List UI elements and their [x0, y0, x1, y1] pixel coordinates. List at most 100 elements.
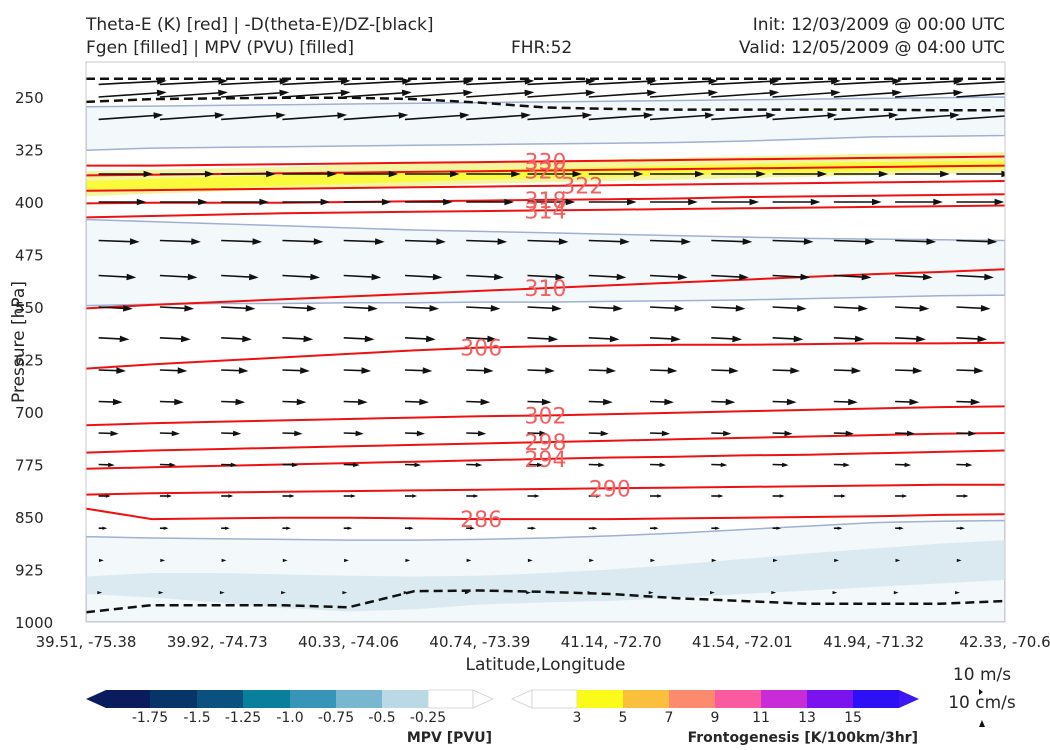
wind-vector-head [592, 526, 598, 530]
wind-vector-head [219, 591, 225, 595]
wind-vector-head [156, 89, 167, 97]
y-tick-label: 625 [15, 352, 44, 370]
wind-vector-head [136, 198, 147, 206]
fgen-colorbar-label: Frontogenesis [K/100km/3hr] [688, 730, 918, 746]
theta-e-contour-label: 298 [525, 431, 567, 456]
fgen-colorbar-segment [715, 690, 761, 708]
y-tick-label: 700 [15, 404, 44, 422]
wind-vector-head [723, 430, 732, 437]
wind-vector-head [598, 462, 605, 468]
wind-vector-head [980, 305, 991, 312]
wind-key-horizontal-label: 10 m/s [953, 665, 1011, 685]
wind-vector-head [402, 78, 412, 85]
wind-vector-head [463, 89, 473, 97]
wind-vector-shaft [527, 80, 593, 86]
wind-vector-head [1001, 170, 1005, 178]
wind-vector-head [790, 367, 800, 374]
wind-vector-head [708, 89, 719, 97]
wind-vector-head [732, 335, 743, 343]
wind-vector-shaft [956, 81, 1005, 86]
wind-vector-head [779, 494, 785, 498]
wind-vector-head [974, 367, 984, 374]
wind-vector-head [487, 335, 497, 343]
mpv-fill-layer [86, 96, 1005, 622]
wind-vector-head [904, 462, 912, 468]
wind-vector-head [984, 273, 994, 281]
plot-frame [85, 61, 1006, 623]
wind-vector-head [536, 462, 544, 468]
mpv-colorbar-segment [427, 689, 474, 709]
mpv-colorbar-segment [243, 690, 290, 708]
wind-vector-shaft [466, 91, 531, 98]
wind-vector-head [572, 170, 583, 178]
wind-vector-head [450, 170, 460, 178]
wind-vector-head [368, 305, 378, 312]
wind-vector-head [587, 591, 593, 595]
wind-vector-head [143, 170, 154, 178]
wind-vector-head [681, 238, 691, 245]
wind-vector-head [830, 89, 841, 97]
wind-vector-shaft [98, 239, 137, 243]
wind-vector-head [830, 78, 841, 85]
wind-vector-head [895, 558, 901, 563]
wind-vector-head [279, 89, 290, 97]
y-tick-label: 925 [15, 562, 44, 580]
wind-vector-head [180, 335, 191, 343]
wind-vector-head [416, 430, 425, 437]
theta-e-contour-label: 330 [525, 150, 567, 175]
wind-vector-head [320, 198, 331, 206]
mpv-colorbar-segment [382, 690, 428, 708]
wind-vector-head [953, 78, 964, 85]
wind-vector-shaft [221, 114, 283, 121]
wind-vector-head [647, 89, 657, 97]
wind-vector-head [902, 494, 908, 498]
wind-vector-head [198, 198, 208, 206]
wind-vector-shaft [404, 114, 467, 121]
x-tick-label: 39.92, -74.73 [167, 633, 268, 651]
wind-vector-head [473, 494, 479, 498]
wind-vector-head [371, 273, 382, 281]
wind-vector-head [657, 494, 663, 498]
wind-vector-head [708, 78, 719, 85]
wind-key: 10 m/s 10 cm/s [948, 665, 1016, 727]
wind-vector-head [110, 430, 119, 437]
wind-vector-head [218, 89, 228, 97]
theta-e-contour-line [86, 405, 1005, 427]
wind-vector-shaft [772, 91, 838, 98]
wind-vector-head [221, 558, 227, 563]
wind-vector-shaft [895, 91, 960, 98]
wind-vector-head [466, 558, 472, 563]
wind-vector-shaft [527, 239, 565, 243]
wind-vector-head [342, 591, 348, 595]
wind-vector-head [606, 367, 617, 374]
mpv-colorbar-segment [336, 690, 382, 708]
wind-vector-shaft [98, 114, 160, 121]
wind-vector-head [252, 238, 263, 245]
wind-vector-head [375, 238, 385, 245]
wind-vector-head [797, 305, 807, 312]
wind-vector-head [347, 526, 353, 530]
wind-vector-head [157, 78, 167, 85]
wind-vector-layer [97, 78, 1005, 595]
x-tick-label: 41.14, -72.70 [561, 633, 662, 651]
wind-vector-shaft [833, 80, 899, 86]
wind-vector-head [793, 335, 804, 343]
fgen-colorbar-segment [669, 690, 715, 708]
wind-vector-head [279, 78, 290, 85]
wind-vector-head [521, 112, 531, 119]
theta-e-contour-layer [86, 155, 1005, 521]
wind-vector-head [531, 526, 537, 530]
fgen-colorbar-tick-label: 3 [573, 710, 582, 726]
wind-vector-head [153, 112, 164, 119]
wind-vector-head [358, 398, 368, 406]
wind-vector-head [688, 198, 698, 206]
wind-vector-head [718, 494, 724, 498]
wind-vector-head [909, 398, 920, 406]
wind-vector-head [294, 430, 303, 437]
wind-vector-head [340, 78, 351, 85]
wind-vector-head [337, 112, 348, 119]
fgen-colorbar-tick-label: 11 [752, 710, 770, 726]
wind-vector-shaft [98, 91, 164, 98]
wind-vector-head [97, 591, 103, 595]
